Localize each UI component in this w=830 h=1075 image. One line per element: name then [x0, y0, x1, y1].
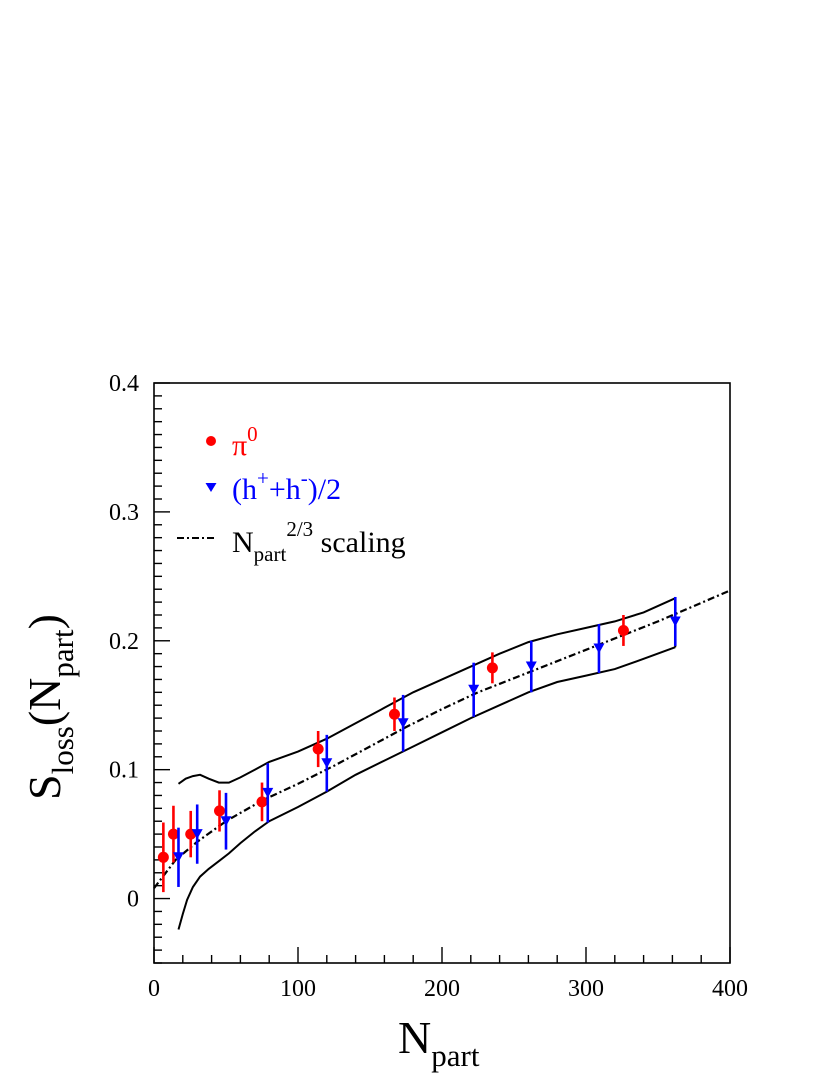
x-axis-ticks: 0 100 200 300 400: [148, 947, 748, 1002]
legend-hadrons-marker: [205, 483, 217, 492]
pi0-point: [312, 743, 324, 755]
hadrons-point: [220, 816, 232, 827]
data-points: [157, 596, 681, 893]
x-tick-label: 200: [424, 976, 460, 1002]
hadrons-point: [593, 643, 605, 654]
pi0-point: [214, 805, 226, 817]
legend-scaling-label: Npart2/3 scaling: [232, 517, 406, 566]
pi0-point: [167, 828, 179, 840]
hadrons-point: [397, 718, 409, 729]
hadrons-point: [669, 616, 681, 627]
pi0-point: [388, 708, 400, 720]
legend-hadrons-label: (h++h-)/2: [232, 466, 341, 506]
hadrons-point: [468, 684, 480, 695]
x-tick-label: 300: [568, 976, 604, 1002]
y-axis-ticks: 0 0.1 0.2 0.3 0.4: [109, 371, 170, 964]
legend-pi0-label: π0: [232, 422, 258, 462]
x-tick-label: 400: [712, 976, 748, 1002]
hadrons-point: [172, 852, 184, 863]
y-tick-label: 0.4: [109, 371, 139, 397]
band-lower-edge: [177, 646, 676, 930]
hadrons-point: [191, 829, 203, 840]
pi0-point: [617, 624, 629, 636]
x-tick-label: 100: [280, 976, 316, 1002]
hadrons-point: [321, 758, 333, 769]
y-tick-label: 0: [127, 887, 139, 913]
hadrons-point: [262, 787, 274, 798]
y-tick-label: 0.2: [109, 629, 139, 655]
legend-pi0-marker: [206, 436, 216, 446]
x-axis-title: Npart: [398, 1012, 480, 1073]
pi0-point: [486, 662, 498, 674]
band-upper-edge: [177, 597, 676, 785]
hadrons-point: [525, 661, 537, 672]
legend: π0 (h++h-)/2 Npart2/3 scaling: [177, 422, 406, 566]
y-tick-label: 0.3: [109, 500, 139, 526]
plot-frame: [153, 382, 731, 964]
y-tick-label: 0.1: [109, 758, 139, 784]
pi0-point: [157, 851, 169, 863]
pi0-point: [256, 796, 268, 808]
x-tick-label: 0: [148, 976, 160, 1002]
y-axis-title: Sloss(Npart): [19, 614, 80, 800]
